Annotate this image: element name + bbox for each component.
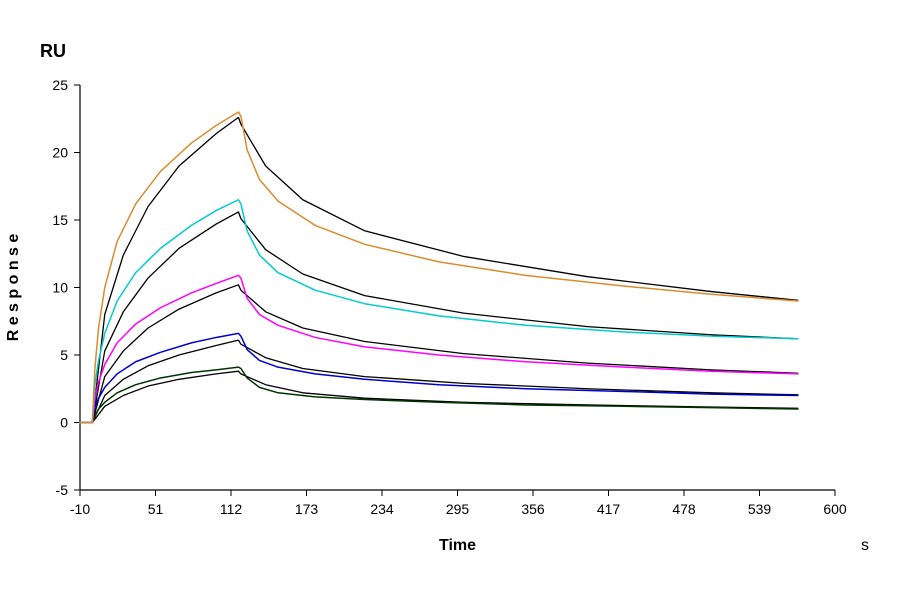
x-tick-label: -10: [70, 501, 90, 517]
sensorgram-chart: -5 0 5 10 15 20 25 -10 51 112 173 234 295 356 417 478 53…: [0, 0, 900, 600]
x-tick-label: 51: [148, 501, 164, 517]
y-tick-label: -5: [56, 482, 69, 498]
x-tick-label: 539: [748, 501, 772, 517]
y-tick-label: 25: [52, 77, 68, 93]
y-tick-label: 5: [60, 347, 68, 363]
x-tick-label: 417: [597, 501, 621, 517]
x-tick-label: 295: [446, 501, 470, 517]
y-unit-label: RU: [40, 41, 66, 61]
x-tick-label: 600: [823, 501, 847, 517]
y-tick-label: 20: [52, 145, 68, 161]
chart-container: -5 0 5 10 15 20 25 -10 51 112 173 234 295 356 417 478 53…: [0, 0, 900, 600]
x-unit-label: s: [861, 537, 869, 554]
x-tick-label: 234: [370, 501, 394, 517]
x-tick-label: 112: [220, 501, 243, 517]
x-axis-label: Time: [439, 537, 476, 554]
x-tick-label: 173: [295, 501, 319, 517]
y-tick-label: 15: [52, 212, 68, 228]
x-tick-label: 478: [672, 501, 696, 517]
x-tick-label: 356: [521, 501, 545, 517]
y-axis-label: R e s p o n s e: [5, 234, 22, 342]
y-tick-label: 0: [60, 415, 68, 431]
y-tick-label: 10: [52, 280, 68, 296]
